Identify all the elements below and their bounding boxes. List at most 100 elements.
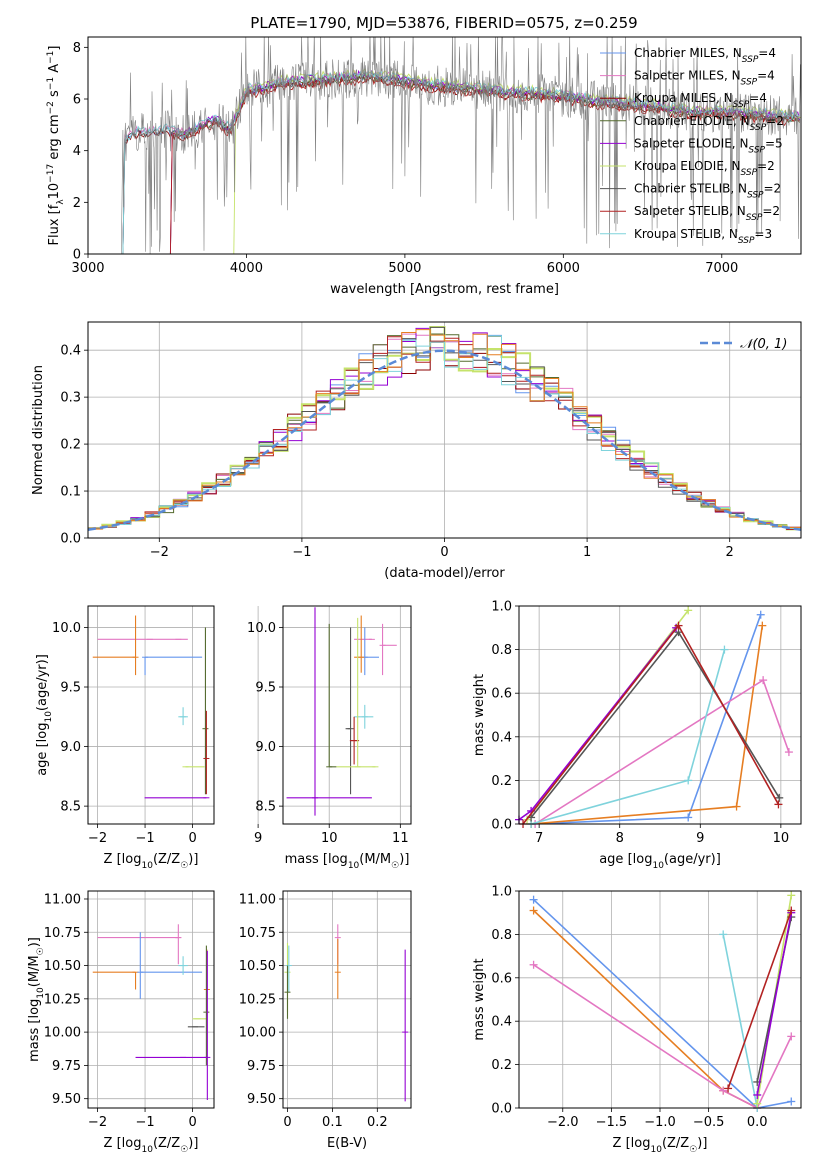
legend-entry: Chabrier ELODIE, NSSP=2: [634, 114, 784, 133]
plus-marker: [787, 891, 796, 900]
errorbar-point: [92, 615, 139, 676]
plus-marker: [732, 802, 741, 811]
age_vs_Z-frame: [87, 605, 215, 825]
age_vs_Z-ylabel: age [log10(age/yr)]: [35, 654, 54, 776]
plus-marker: [775, 793, 784, 802]
y-tick-label: 10.50: [239, 959, 276, 974]
errorbar-point: [204, 950, 211, 1101]
y-tick-label: 10.25: [239, 992, 276, 1007]
spectrum-observed-line: [121, 37, 801, 254]
spectrum-axes: 3000 4000 5000 6000 7000 0 2 4 6 8 wavelength [Ang…: [46, 41, 738, 297]
errorbar-point: [379, 623, 397, 676]
legend-entry: Chabrier STELIB, NSSP=2: [634, 182, 781, 201]
errorbar-point: [175, 924, 182, 965]
y-tick-label: 9.75: [247, 1059, 276, 1074]
y-tick-label: 9.0: [255, 740, 276, 755]
plus-marker: [684, 813, 693, 822]
y-tick-label: 11.00: [239, 892, 276, 907]
y-tick-label: 11.00: [44, 892, 81, 907]
histogram-series: [88, 329, 801, 530]
y-tick-label: 4: [73, 144, 81, 159]
mass_vs_Z-frame: [87, 890, 215, 1109]
x-tick-label: −1: [135, 831, 154, 846]
residuals-ylabel: Normed distribution: [31, 365, 46, 495]
y-tick-label: 10.00: [44, 1026, 81, 1041]
legend-entry: Chabrier MILES, NSSP=4: [634, 46, 776, 65]
spectrum-xlabel: wavelength [Angstrom, rest frame]: [330, 282, 559, 297]
x-tick-label: 0: [283, 1115, 291, 1130]
y-tick-label: 8.5: [255, 800, 276, 815]
age_vs_mass-axes: 9 10 11 8.5 9.0 9.5 10.0 mass [log10(M/M☉)]: [247, 606, 411, 871]
mass_weight_vs_Z-xlabel: Z [log10(Z/Z☉)]: [613, 1136, 708, 1155]
x-tick-label: 0: [188, 1115, 196, 1130]
plus-marker: [719, 930, 728, 939]
y-tick-label: 0.8: [491, 643, 512, 658]
mass-weight-line: [722, 934, 758, 1108]
mass_weight_vs_Z-ylabel: mass weight: [472, 958, 487, 1040]
y-tick-label: 9.0: [60, 740, 81, 755]
errorbar-point: [203, 710, 210, 795]
y-tick-label: 10.25: [44, 992, 81, 1007]
plus-marker: [756, 610, 765, 619]
mass_vs_ebv-axes: 0 0.1 0.2 9.50 9.75 10.00 10.25 10.50 10.75 11.00…: [239, 891, 411, 1151]
x-tick-label: 1: [583, 545, 591, 560]
y-tick-label: 0.3: [60, 391, 81, 406]
x-tick-label: 8: [616, 831, 624, 846]
x-tick-label: −2: [88, 831, 107, 846]
spectrum-legend: Chabrier MILES, NSSP=4 Salpeter MILES, NS…: [600, 46, 784, 246]
y-tick-label: 0.2: [491, 1058, 512, 1073]
y-tick-label: 2: [73, 196, 81, 211]
x-tick-label: −1.0: [644, 1115, 676, 1130]
x-tick-label: 6000: [547, 261, 580, 276]
x-tick-label: 7: [535, 831, 543, 846]
plus-marker: [753, 1090, 762, 1099]
x-tick-label: 0.2: [367, 1115, 388, 1130]
y-tick-label: 0.2: [491, 774, 512, 789]
y-tick-label: 0: [73, 248, 81, 263]
plus-marker: [753, 1099, 762, 1108]
plus-marker: [529, 906, 538, 915]
legend-entry: Salpeter ELODIE, NSSP=5: [634, 136, 783, 155]
y-tick-label: 1.0: [491, 600, 512, 615]
plus-marker: [774, 800, 783, 809]
y-tick-label: 10.0: [52, 621, 81, 636]
histogram-series: [88, 335, 801, 530]
legend-entry: Kroupa MILES, NSSP=4: [634, 91, 767, 110]
y-tick-label: 0.4: [60, 344, 81, 359]
plus-marker: [758, 621, 767, 630]
y-tick-label: 9.5: [60, 681, 81, 696]
residuals-legend: 𝒩(0, 1): [700, 337, 787, 352]
y-tick-label: 0.0: [491, 1102, 512, 1117]
plus-marker: [684, 776, 693, 785]
x-tick-label: 4000: [230, 261, 263, 276]
x-tick-label: 0: [188, 831, 196, 846]
x-tick-label: 9: [696, 831, 704, 846]
errorbar-point: [203, 945, 210, 1066]
y-tick-label: 0.0: [60, 532, 81, 547]
y-tick-label: 0.0: [491, 818, 512, 833]
x-tick-label: 3000: [71, 261, 104, 276]
errorbar-point: [202, 627, 209, 795]
mass-weight-line: [533, 899, 792, 1108]
mass_vs_Z-ylabel: mass [log10(M/M☉)]: [27, 937, 46, 1062]
errorbar-point: [285, 945, 292, 993]
legend-entry: Kroupa STELIB, NSSP=3: [634, 227, 772, 246]
x-tick-label: −2: [88, 1115, 107, 1130]
x-tick-label: 0: [440, 545, 448, 560]
plus-marker: [724, 1084, 733, 1093]
y-tick-label: 0.4: [491, 1015, 512, 1030]
y-tick-label: 0.1: [60, 485, 81, 500]
y-tick-label: 10.50: [44, 959, 81, 974]
y-tick-label: 1.0: [491, 885, 512, 900]
errorbar-point: [284, 965, 291, 1019]
x-tick-label: −2.0: [547, 1115, 579, 1130]
errorbar-point: [137, 932, 203, 999]
y-tick-label: 0.6: [491, 687, 512, 702]
y-tick-label: 9.50: [52, 1092, 81, 1107]
x-tick-label: 0.0: [747, 1115, 768, 1130]
mass_vs_ebv-frame: [282, 890, 412, 1109]
plus-marker: [784, 748, 793, 757]
plus-marker: [719, 1086, 728, 1095]
y-tick-label: 10.75: [239, 926, 276, 941]
